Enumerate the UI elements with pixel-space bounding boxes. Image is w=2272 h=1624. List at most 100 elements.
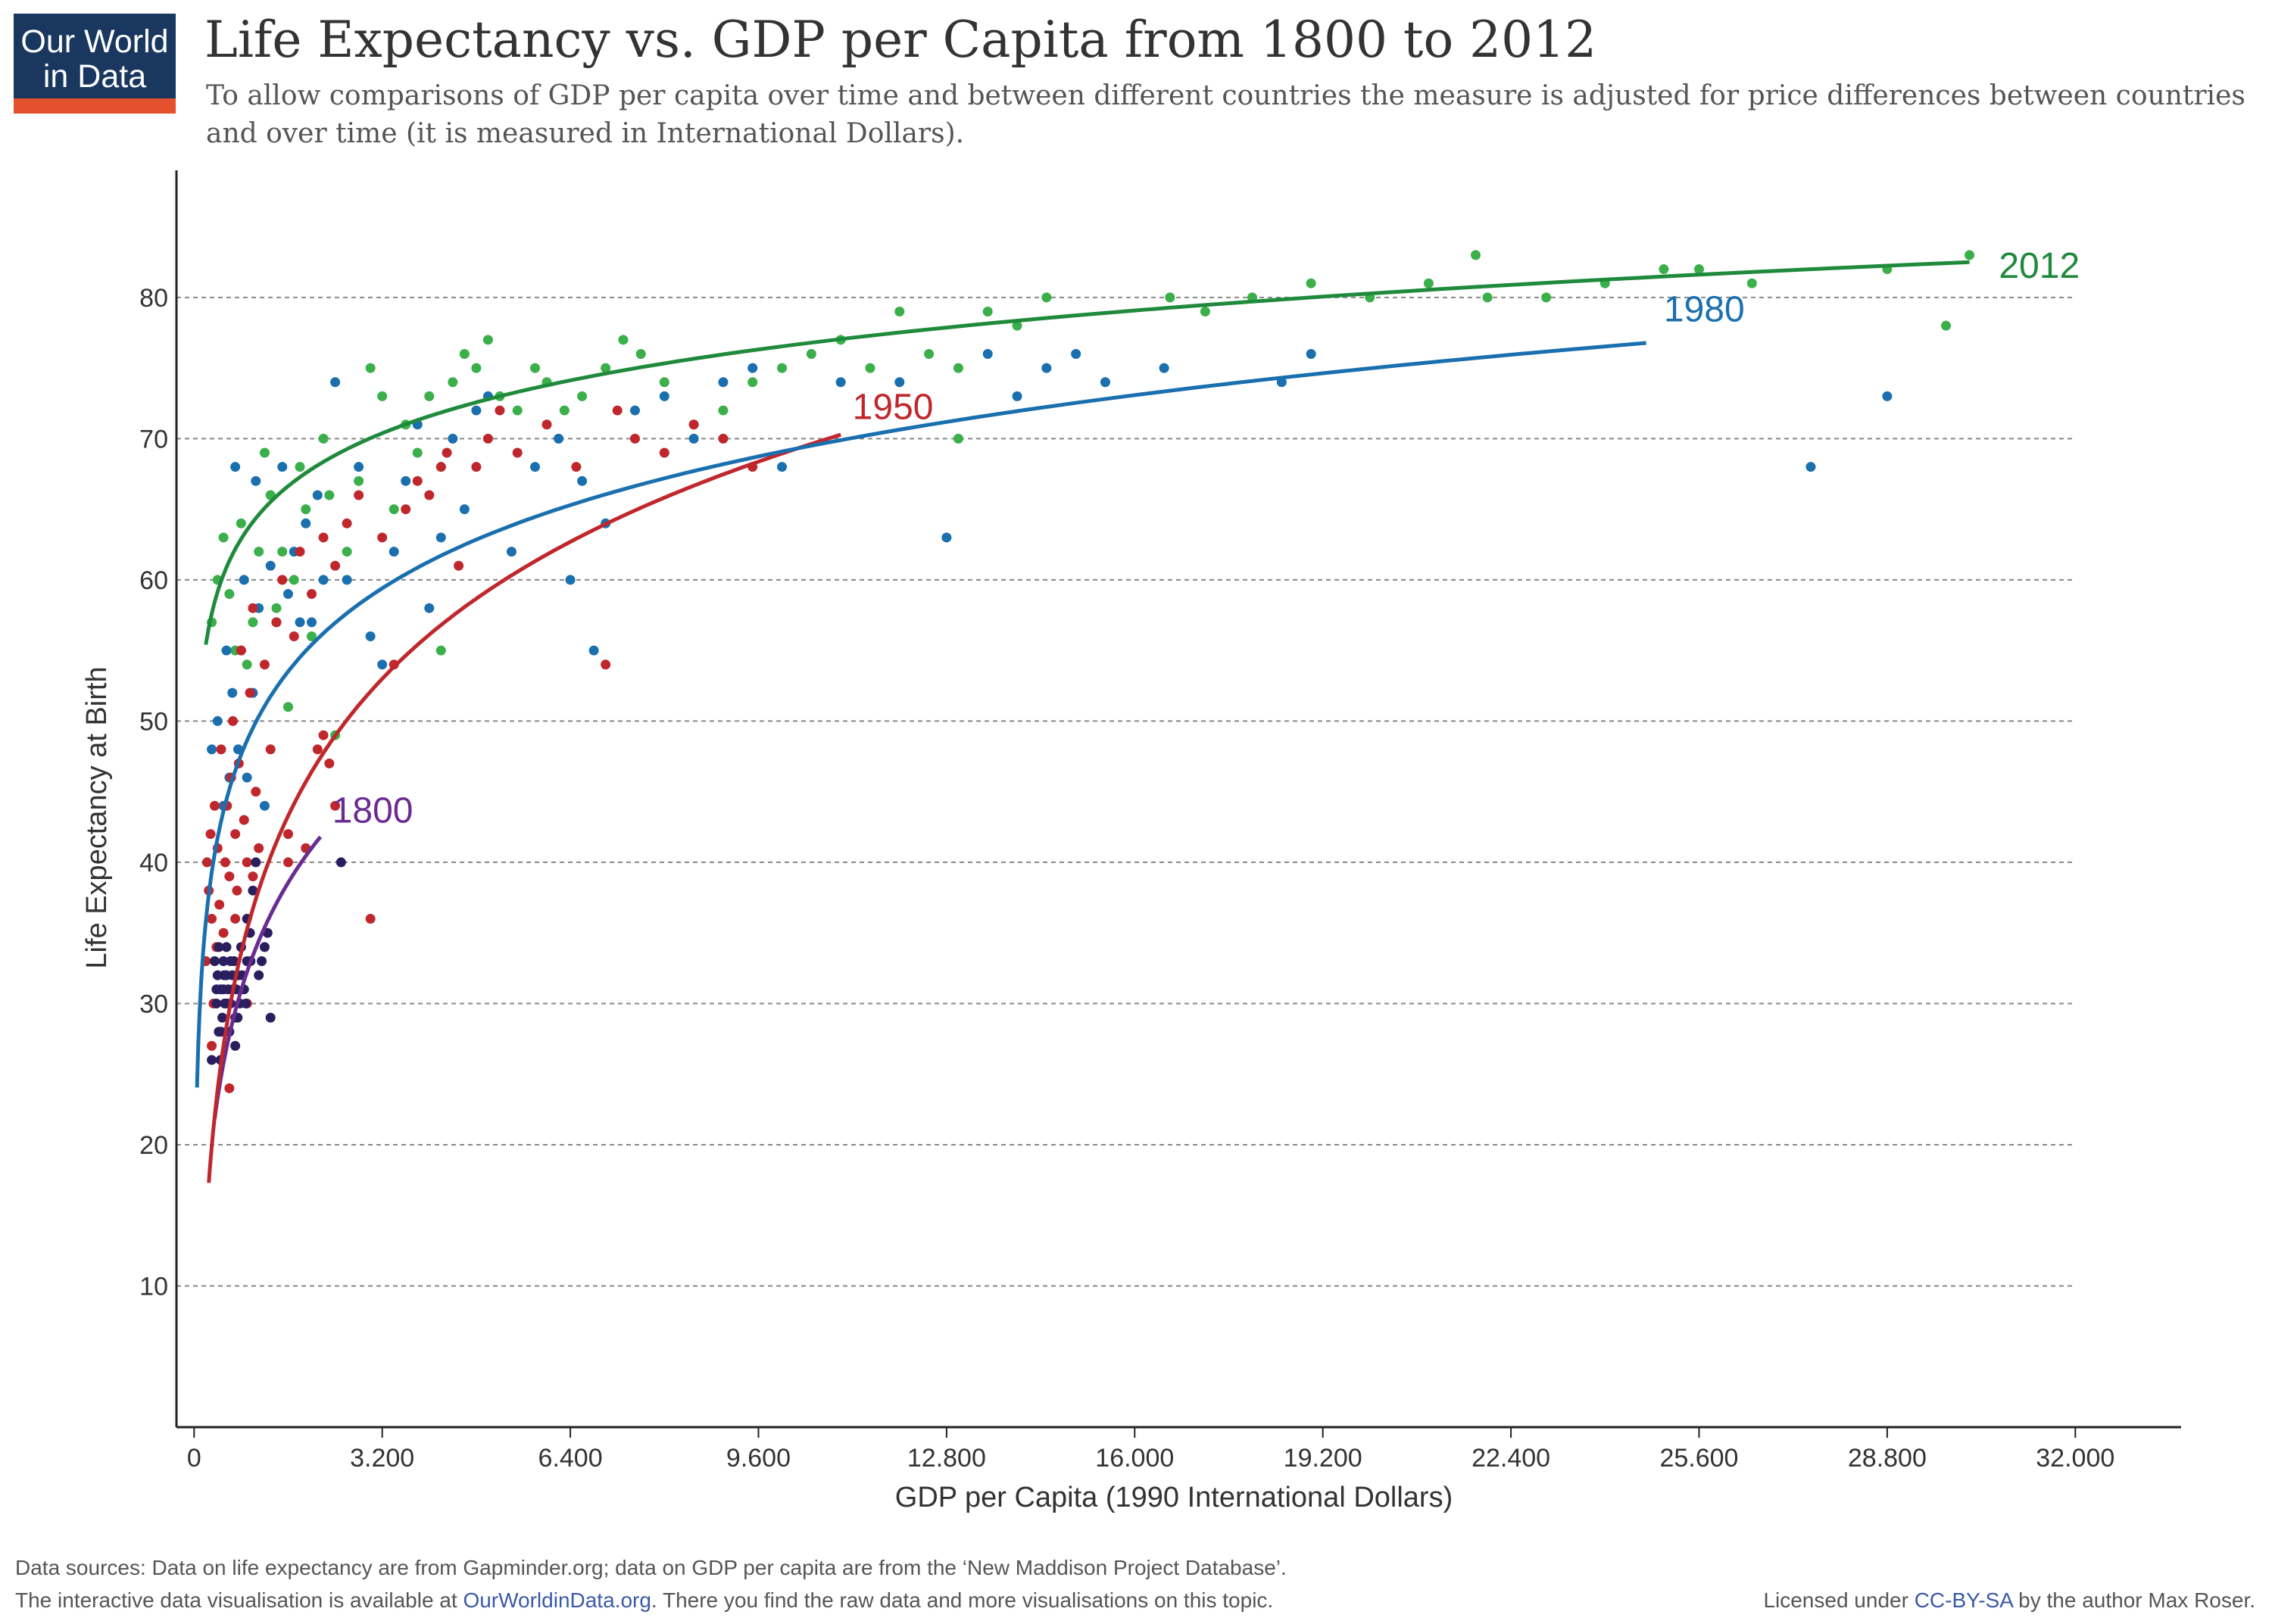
data-point-1950 (230, 829, 241, 840)
data-point-1950 (718, 433, 729, 444)
y-tick-label: 80 (139, 284, 168, 313)
data-point-1980 (354, 462, 364, 472)
data-point-2012 (1659, 264, 1669, 275)
data-point-1980 (659, 391, 669, 401)
data-point-1800 (241, 998, 251, 1008)
data-point-2012 (512, 405, 523, 416)
data-point-1980 (251, 475, 261, 486)
data-point-1950 (259, 659, 270, 670)
data-point-2012 (747, 377, 758, 388)
y-tick-label: 30 (139, 990, 168, 1018)
data-point-1980 (227, 687, 238, 698)
data-point-1950 (295, 547, 305, 557)
data-point-1980 (295, 617, 305, 628)
data-point-1980 (982, 348, 993, 359)
data-point-1950 (318, 532, 329, 543)
data-point-1800 (265, 1012, 276, 1023)
data-point-1950 (659, 447, 669, 458)
data-point-2012 (301, 504, 311, 515)
footer-interactive-prefix: The interactive data visualisation is av… (15, 1588, 463, 1612)
data-point-1980 (265, 560, 276, 571)
data-point-1950 (442, 447, 452, 458)
series-labels: 1800 1950 1980 2012 (332, 246, 2080, 831)
data-point-2012 (777, 363, 788, 373)
data-point-1950 (365, 914, 376, 924)
trend-line-1800 (213, 835, 323, 1119)
series-label-1950: 1950 (853, 387, 934, 427)
data-point-1950 (424, 490, 435, 500)
data-point-2012 (559, 405, 570, 416)
data-point-1980 (577, 475, 588, 486)
data-point-1980 (588, 645, 599, 656)
x-axis-label: GDP per Capita (1990 International Dolla… (895, 1482, 1453, 1513)
data-point-1980 (230, 462, 241, 472)
data-point-1950 (224, 1083, 235, 1093)
data-point-1980 (424, 603, 435, 613)
data-point-1980 (506, 547, 517, 557)
data-point-2012 (289, 575, 299, 585)
license-link[interactable]: CC-BY-SA (1914, 1588, 2013, 1612)
data-point-1980 (342, 575, 352, 585)
chart-title: Life Expectancy vs. GDP per Capita from … (204, 11, 1597, 69)
data-point-2012 (354, 475, 364, 486)
data-point-1980 (629, 405, 640, 416)
data-point-1980 (1882, 391, 1893, 401)
data-point-2012 (365, 363, 376, 373)
data-point-1950 (245, 687, 255, 698)
data-point-1800 (251, 857, 261, 868)
data-point-1980 (1159, 363, 1169, 373)
data-point-2012 (459, 348, 470, 359)
data-point-1800 (214, 942, 224, 952)
data-point-1950 (412, 475, 423, 486)
footer-license-prefix: Licensed under (1763, 1588, 1915, 1612)
data-point-1950 (324, 758, 335, 768)
data-point-2012 (1541, 292, 1552, 303)
data-point-1950 (228, 715, 239, 726)
owid-logo[interactable]: Our World in Data (14, 14, 176, 114)
x-tick-label: 0 (187, 1444, 201, 1473)
data-point-1950 (482, 433, 493, 444)
y-tick-label: 20 (139, 1131, 168, 1160)
data-point-1800 (211, 984, 222, 995)
data-point-2012 (659, 377, 669, 388)
data-point-1800 (207, 1055, 217, 1065)
data-point-2012 (635, 348, 646, 359)
data-point-2012 (389, 504, 399, 515)
series-label-2012: 2012 (1999, 246, 2080, 286)
data-point-1800 (257, 955, 267, 966)
x-tick-labels: 0 3.200 6.400 9.600 12.800 16.000 19.200 22.400… (187, 1427, 2114, 1473)
data-point-2012 (1041, 292, 1052, 303)
data-point-1950 (201, 857, 212, 868)
data-point-1950 (330, 560, 341, 571)
data-point-1950 (629, 433, 640, 444)
x-tick-label: 32.000 (2036, 1444, 2114, 1473)
data-point-1950 (236, 645, 246, 656)
owid-link[interactable]: OurWorldinData.org (463, 1588, 651, 1612)
data-point-1980 (207, 744, 217, 755)
data-point-2012 (295, 462, 305, 472)
data-point-1800 (217, 1012, 228, 1023)
data-point-1980 (1805, 462, 1816, 472)
data-point-1950 (377, 532, 388, 543)
data-point-2012 (1482, 292, 1493, 303)
data-point-1950 (220, 857, 230, 868)
data-point-1950 (571, 462, 582, 472)
data-point-1980 (1071, 348, 1081, 359)
data-point-1950 (239, 815, 249, 825)
data-point-1950 (541, 419, 552, 430)
data-point-2012 (1423, 278, 1434, 288)
data-points (201, 250, 1975, 1093)
data-point-1800 (248, 885, 258, 896)
data-point-1950 (612, 405, 623, 416)
data-point-1950 (209, 800, 220, 811)
data-point-2012 (224, 589, 235, 600)
data-point-1950 (254, 843, 264, 853)
data-point-1950 (205, 829, 216, 840)
data-point-2012 (1165, 292, 1175, 303)
data-point-1950 (471, 462, 482, 472)
footer-interactive-suffix: . There you find the raw data and more v… (651, 1588, 1274, 1612)
data-point-2012 (277, 547, 288, 557)
data-point-1950 (224, 871, 235, 882)
data-point-1950 (312, 744, 323, 755)
data-point-1950 (242, 857, 252, 868)
